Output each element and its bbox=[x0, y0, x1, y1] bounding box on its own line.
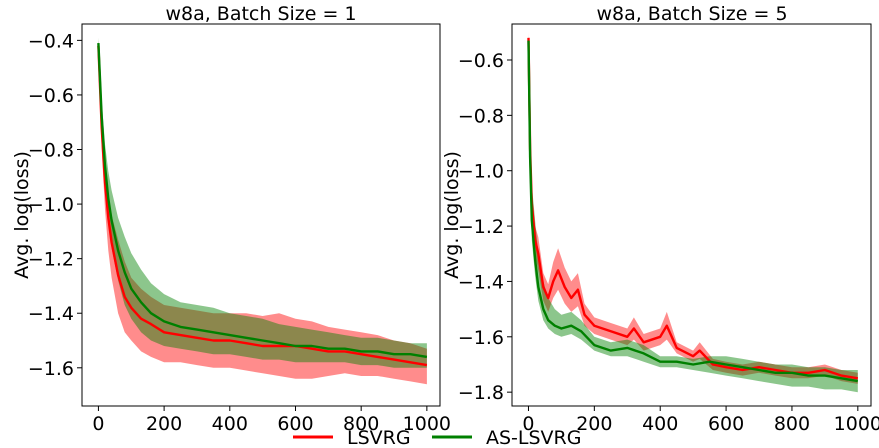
legend-label-lsvrg: LSVRG bbox=[347, 427, 411, 448]
y-tick-label: −0.4 bbox=[28, 30, 74, 52]
series-line-lsvrg bbox=[527, 37, 858, 380]
legend-label-as-lsvrg: AS-LSVRG bbox=[486, 427, 581, 448]
y-tick-label: −0.8 bbox=[458, 105, 504, 127]
plot-frame bbox=[511, 23, 872, 407]
x-tick-label: 400 bbox=[212, 413, 248, 435]
y-tick-label: −1.4 bbox=[458, 271, 504, 293]
y-tick-label: −1.4 bbox=[28, 303, 74, 325]
series-line-as-lsvrg bbox=[97, 43, 428, 359]
series-line-as-lsvrg bbox=[527, 40, 859, 383]
y-tick-label: −1.6 bbox=[458, 327, 504, 349]
x-tick-label: 800 bbox=[774, 413, 810, 435]
chart-panel-batch-5: w8a, Batch Size = 5 Avg. log(loss) 0 200 4… bbox=[441, 3, 879, 435]
x-tick-label: 800 bbox=[343, 413, 379, 435]
x-tick-label: 400 bbox=[642, 413, 678, 435]
x-tick-label: 200 bbox=[146, 413, 182, 435]
chart-title: w8a, Batch Size = 5 bbox=[596, 3, 787, 25]
y-tick-label: −1.8 bbox=[458, 382, 504, 404]
x-tick-label: 1000 bbox=[834, 413, 879, 435]
band-lsvrg bbox=[98, 40, 427, 385]
y-tick-label: −0.8 bbox=[28, 140, 74, 162]
x-tick-label: 1000 bbox=[403, 413, 451, 435]
y-tick-label: −1.2 bbox=[28, 249, 74, 271]
chart-panel-batch-1: w8a, Batch Size = 1 Avg. log(loss) 0 200 4… bbox=[11, 3, 451, 435]
y-tick-label: −0.6 bbox=[28, 85, 74, 107]
y-tick-label: −0.6 bbox=[458, 50, 504, 72]
y-axis-label: Avg. log(loss) bbox=[441, 151, 463, 279]
x-tick-label: 600 bbox=[708, 413, 744, 435]
x-tick-label: 600 bbox=[277, 413, 313, 435]
x-tick-label: 0 bbox=[92, 413, 104, 435]
y-tick-label: −1.0 bbox=[458, 161, 504, 183]
y-tick-label: −1.0 bbox=[28, 194, 74, 216]
chart-title: w8a, Batch Size = 1 bbox=[165, 3, 356, 25]
band-as-lsvrg bbox=[528, 35, 858, 393]
x-tick-label: 0 bbox=[522, 413, 534, 435]
x-tick-label: 200 bbox=[576, 413, 612, 435]
series-line-lsvrg bbox=[97, 45, 428, 367]
y-tick-label: −1.2 bbox=[458, 216, 504, 238]
plot-frame bbox=[81, 23, 441, 407]
legend: LSVRG AS-LSVRG bbox=[293, 427, 581, 448]
y-tick-label: −1.6 bbox=[28, 358, 74, 380]
y-axis-label: Avg. log(loss) bbox=[11, 151, 33, 279]
